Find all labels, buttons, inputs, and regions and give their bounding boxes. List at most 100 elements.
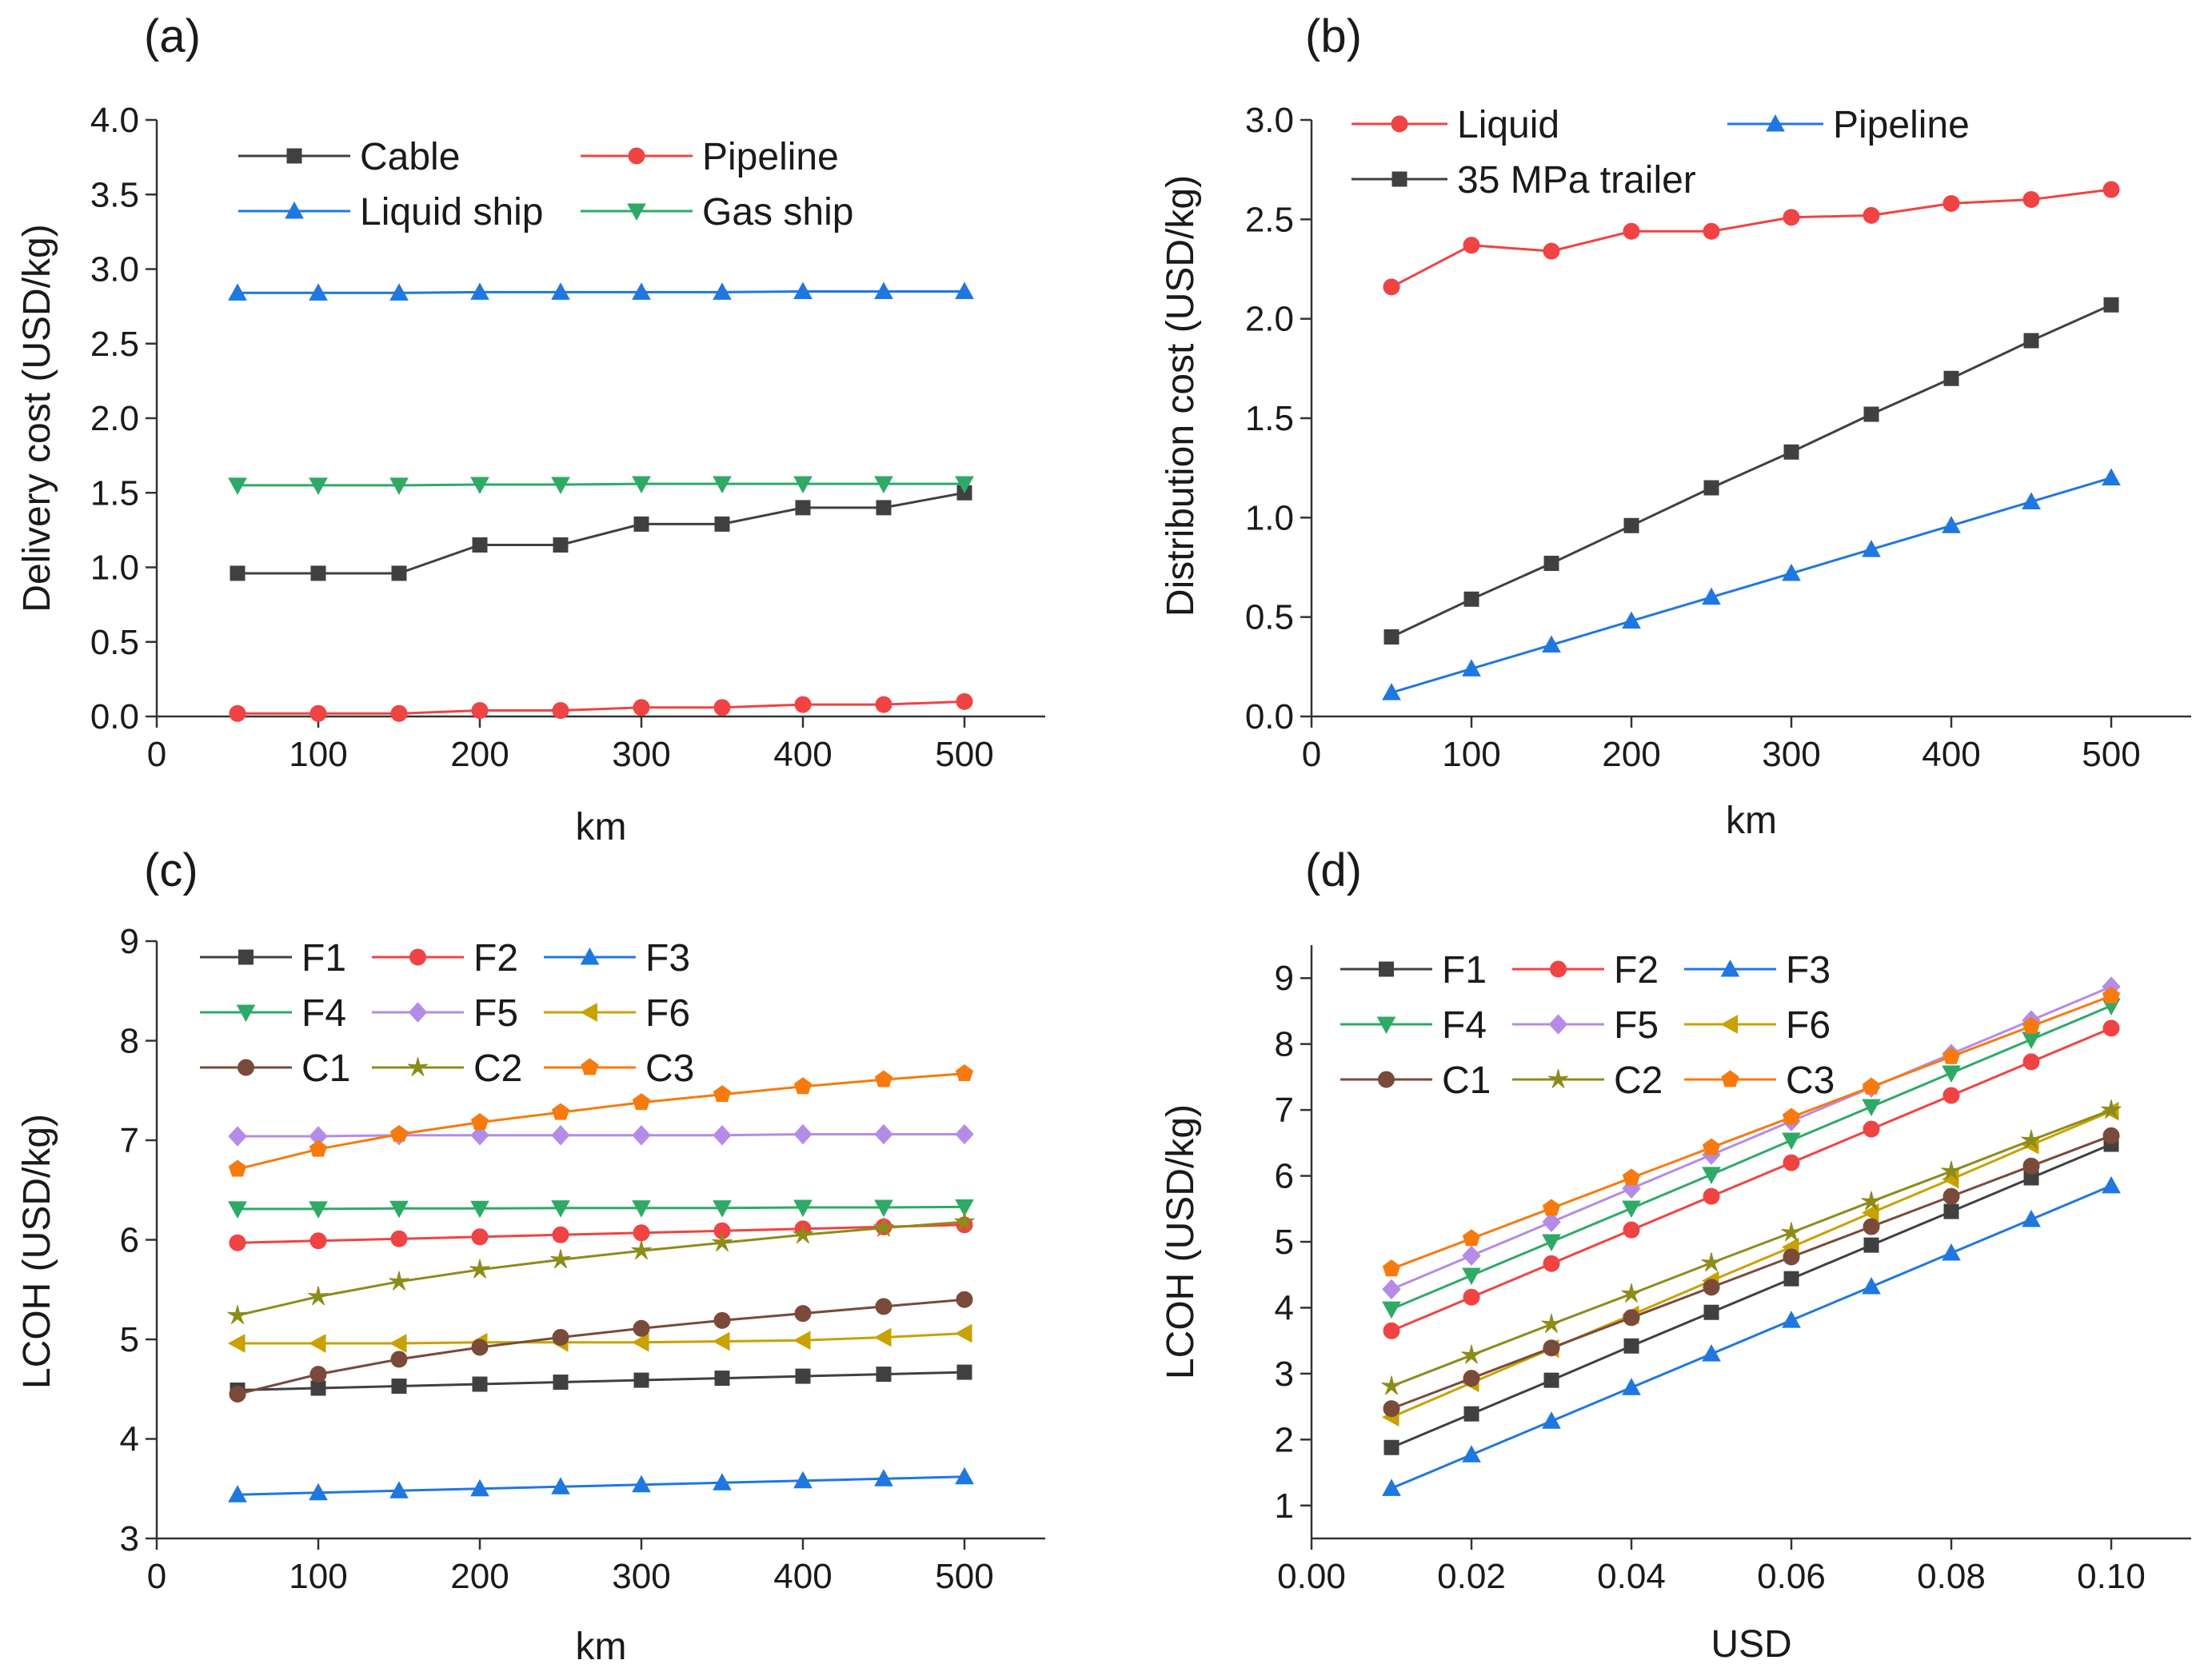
legend-marker: [407, 1056, 429, 1076]
data-point: [1382, 1279, 1401, 1300]
data-point: [2101, 1099, 2122, 1119]
data-point: [874, 1469, 893, 1486]
data-point: [1861, 1203, 1879, 1223]
data-point: [713, 1125, 732, 1146]
legend-marker: [409, 948, 426, 966]
x-tick-label: 400: [773, 1557, 832, 1596]
data-point: [309, 1139, 328, 1157]
data-point: [955, 281, 974, 299]
data-point: [1383, 629, 1399, 645]
x-tick-label: 0: [147, 735, 166, 774]
data-point: [1463, 1288, 1480, 1306]
y-tick-label: 1.0: [90, 549, 139, 588]
data-point: [1701, 1252, 1722, 1272]
data-point: [1783, 1248, 1800, 1266]
series-line: [238, 491, 965, 575]
data-point: [1462, 1245, 1481, 1267]
data-point: [1463, 1370, 1480, 1387]
data-point: [1623, 1309, 1640, 1327]
data-point: [309, 283, 328, 301]
data-point: [1543, 556, 1559, 572]
x-tick-label: 400: [773, 735, 832, 774]
x-tick-label: 0: [147, 1557, 166, 1596]
data-point: [2022, 1053, 2040, 1071]
legend-marker: [408, 1002, 428, 1023]
data-point: [470, 1112, 489, 1130]
data-point: [633, 1319, 650, 1337]
data-point: [876, 500, 892, 516]
data-point: [1542, 1234, 1561, 1252]
legend-marker: [1548, 1014, 1568, 1035]
data-point: [1702, 1344, 1721, 1362]
data-point: [873, 1217, 894, 1237]
data-point: [793, 1331, 811, 1351]
y-tick-label: 2.0: [90, 399, 139, 438]
x-axis-label: km: [576, 1626, 627, 1668]
data-point: [1622, 1168, 1641, 1186]
series-f3: [228, 1466, 974, 1502]
data-point: [389, 283, 409, 301]
data-point: [2102, 1020, 2120, 1037]
x-tick-label: 500: [2082, 735, 2140, 774]
legend-label: F1: [1442, 949, 1487, 992]
legend-label: F6: [645, 992, 690, 1035]
legend-entry: F2: [372, 937, 518, 980]
data-point: [955, 1063, 974, 1081]
data-point: [713, 1311, 731, 1329]
data-point: [874, 1123, 893, 1145]
chart-panel-a: (a) 0 100 200 300 400 500 0.0 0.5 1.0 1.5 2.0 2.5 3.0…: [16, 10, 1045, 848]
legend-label: Liquid: [1457, 104, 1559, 146]
data-point: [469, 1259, 490, 1279]
data-point: [1622, 1200, 1641, 1218]
data-point: [955, 476, 974, 494]
data-point: [1623, 517, 1639, 533]
y-tick-label: 0.0: [1245, 697, 1294, 736]
series-f6: [227, 1323, 972, 1353]
series-c2: [1381, 1099, 2122, 1395]
data-point: [1863, 1237, 1879, 1253]
data-point: [2102, 986, 2121, 1004]
data-point: [1943, 370, 1959, 386]
data-point: [632, 476, 651, 494]
legend-marker: [581, 1058, 599, 1075]
y-tick-label: 9: [1275, 959, 1294, 998]
series-f6: [1381, 1101, 2119, 1427]
data-point: [713, 699, 731, 716]
legend-label: F2: [1614, 949, 1659, 992]
legend-label: F3: [645, 937, 690, 980]
data-point: [389, 477, 409, 495]
data-point: [1703, 1279, 1720, 1296]
x-tick-label: 0: [1302, 735, 1321, 774]
series-35-mpa-trailer: [1383, 297, 2119, 645]
legend-marker: [238, 949, 254, 965]
data-point: [2022, 190, 2040, 208]
panel-label: (c): [144, 844, 198, 896]
legend-entry: Gas ship: [581, 191, 853, 233]
data-point: [1543, 1372, 1559, 1388]
data-point: [633, 516, 649, 532]
data-point: [308, 1334, 326, 1353]
data-point: [1942, 194, 1960, 212]
legend-entry: C2: [1512, 1059, 1663, 1102]
legend-marker: [1720, 959, 1740, 977]
data-point: [551, 1103, 570, 1120]
data-point: [1862, 1277, 1881, 1295]
data-point: [793, 1224, 813, 1244]
data-point: [714, 516, 730, 532]
x-tick-label: 200: [450, 1557, 509, 1596]
legend-marker: [1379, 961, 1394, 977]
x-tick-label: 0.00: [1277, 1557, 1346, 1596]
data-point: [309, 1201, 328, 1219]
data-point: [1703, 222, 1720, 240]
data-point: [1702, 587, 1721, 605]
data-point: [1382, 1259, 1401, 1277]
series-liquid: [1383, 181, 2120, 296]
legend-marker: [1721, 1070, 1739, 1087]
data-point: [1542, 1199, 1561, 1216]
legend-label: F5: [473, 992, 518, 1035]
series-line: [1391, 303, 2112, 638]
data-point: [954, 1211, 975, 1231]
data-point: [1782, 1311, 1801, 1328]
data-point: [553, 1375, 569, 1391]
